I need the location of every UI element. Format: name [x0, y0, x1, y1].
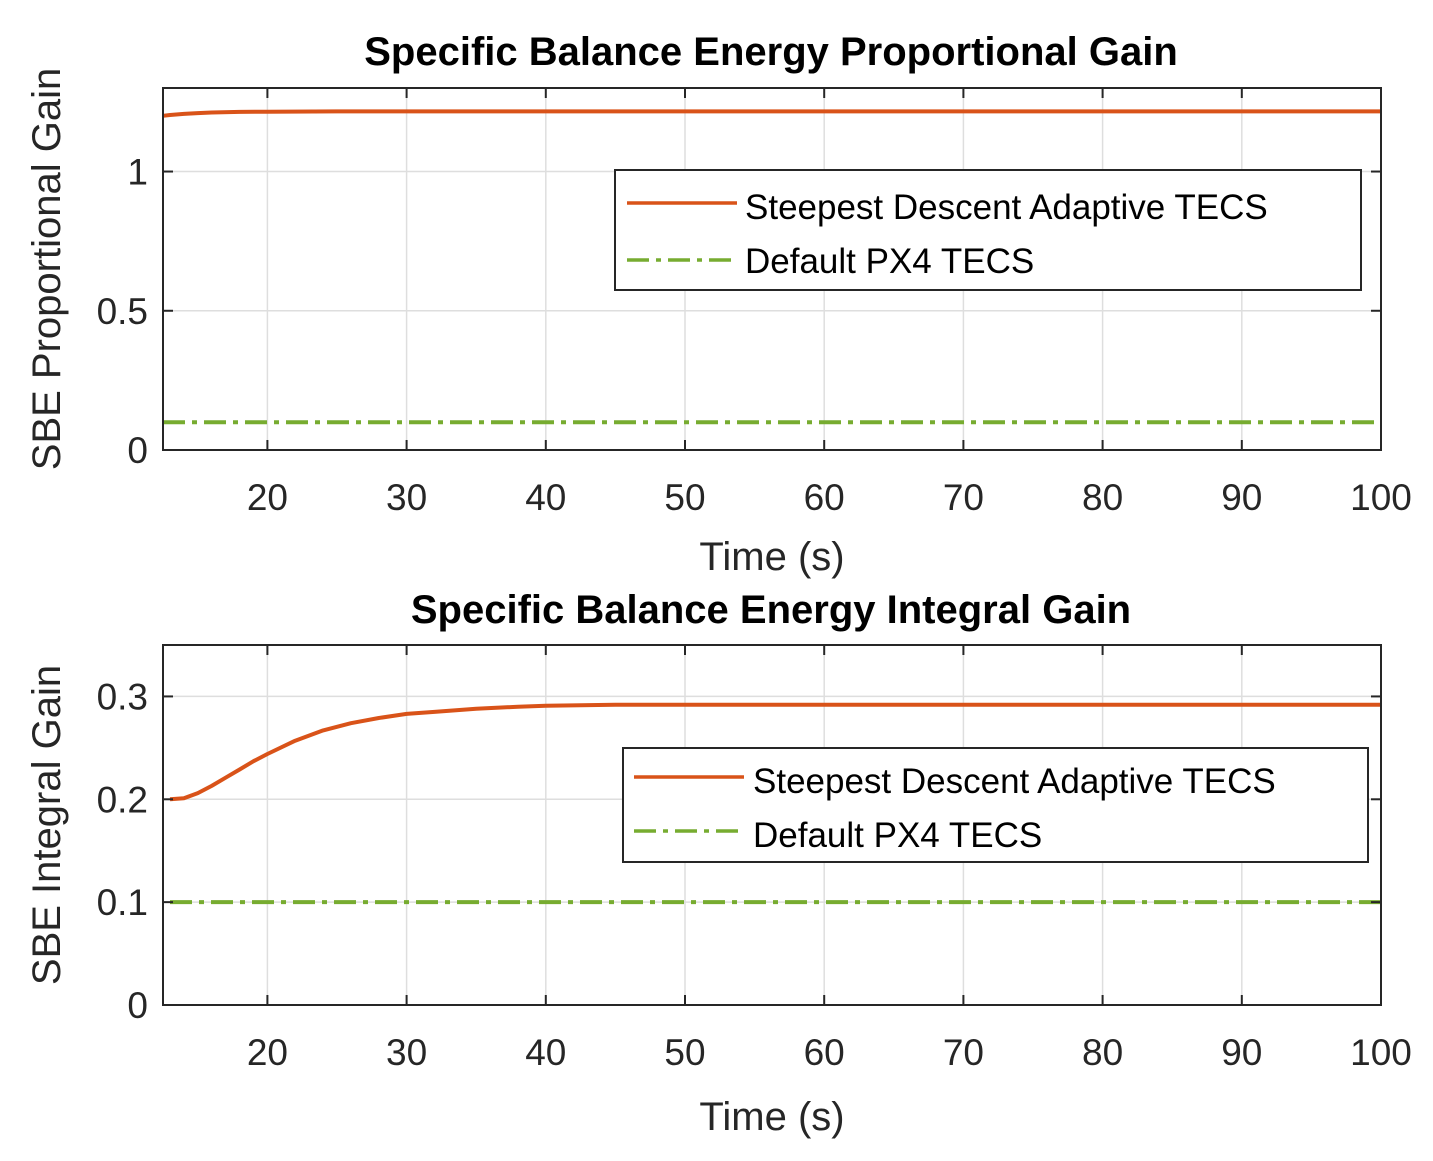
series-line-adaptive	[169, 702, 1381, 802]
chart-title: Specific Balance Energy Proportional Gai…	[364, 30, 1178, 74]
legend-box	[614, 169, 1362, 291]
x-axis-label: Time (s)	[699, 1095, 844, 1139]
y-tick-label: 0	[127, 985, 148, 1026]
x-tick-label: 30	[386, 477, 427, 518]
axes-box	[162, 644, 1382, 1006]
x-tick-label: 40	[525, 477, 566, 518]
x-tick-label: 100	[1350, 477, 1412, 518]
legend: Steepest Descent Adaptive TECS Default P…	[622, 747, 1369, 863]
x-tick-label: 80	[1082, 1032, 1123, 1073]
x-tick-label: 70	[943, 477, 984, 518]
x-tick-label: 20	[247, 477, 288, 518]
proportional-gain-panel: Specific Balance Energy Proportional Gai…	[25, 30, 1412, 579]
legend: Steepest Descent Adaptive TECS Default P…	[614, 169, 1362, 291]
x-tick-label: 30	[386, 1032, 427, 1073]
x-tick-label: 70	[943, 1032, 984, 1073]
x-tick-label: 60	[804, 477, 845, 518]
axes-box	[162, 87, 1382, 451]
x-axis-label: Time (s)	[699, 535, 844, 579]
y-tick-label: 0.1	[97, 882, 148, 923]
y-tick-label: 0.5	[97, 291, 148, 332]
legend-label-adaptive: Steepest Descent Adaptive TECS	[753, 762, 1276, 801]
x-tick-label: 40	[525, 1032, 566, 1073]
x-tick-label: 60	[804, 1032, 845, 1073]
y-axis-label: SBE Proportional Gain	[25, 68, 69, 470]
legend-box	[622, 747, 1369, 863]
y-axis-label: SBE Integral Gain	[25, 665, 69, 985]
plot-area	[169, 702, 1381, 905]
x-tick-label: 90	[1221, 477, 1262, 518]
y-ticks: 00.51	[97, 152, 1381, 471]
x-ticks: 20 30 40 50 60 70 80 90 100	[247, 88, 1412, 518]
x-tick-label: 90	[1221, 1032, 1262, 1073]
plot-area	[162, 109, 1381, 425]
legend-label-default: Default PX4 TECS	[745, 242, 1034, 281]
integral-gain-panel: Specific Balance Energy Integral Gain 20…	[25, 588, 1412, 1139]
x-tick-label: 100	[1350, 1032, 1412, 1073]
y-ticks: 0 0.1 0.2 0.3	[97, 676, 1381, 1026]
y-tick-label: 1	[127, 152, 148, 193]
y-tick-label: 0.3	[97, 676, 148, 717]
x-tick-label: 50	[664, 1032, 705, 1073]
chart-title: Specific Balance Energy Integral Gain	[411, 588, 1131, 632]
x-tick-label: 50	[664, 477, 705, 518]
series-line-adaptive	[162, 109, 1381, 118]
y-tick-label: 0	[127, 430, 148, 471]
y-tick-label: 0.2	[97, 779, 148, 820]
x-tick-label: 80	[1082, 477, 1123, 518]
x-ticks: 20 30 40 50 60 70 80 90 100	[247, 645, 1412, 1073]
x-tick-label: 20	[247, 1032, 288, 1073]
legend-label-default: Default PX4 TECS	[753, 816, 1042, 855]
legend-label-adaptive: Steepest Descent Adaptive TECS	[745, 188, 1268, 227]
